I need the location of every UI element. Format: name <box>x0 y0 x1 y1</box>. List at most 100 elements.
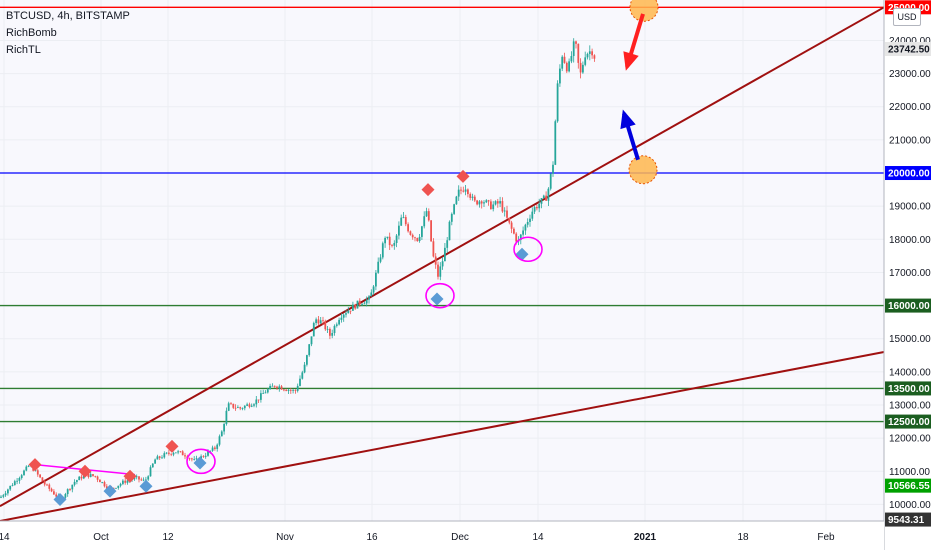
price-label: 16000.00 <box>888 301 930 312</box>
price-label: 12500.00 <box>888 417 930 428</box>
candle-body <box>457 189 460 197</box>
candle-body <box>99 479 101 483</box>
candle-body <box>312 323 315 337</box>
candle-body <box>358 300 361 305</box>
candle-body <box>423 216 426 227</box>
candle-body <box>400 217 403 226</box>
candle-body <box>444 247 446 262</box>
candle-body <box>563 56 566 63</box>
candle-body <box>591 51 593 56</box>
candle-body <box>464 189 467 192</box>
candle-body <box>377 261 380 273</box>
candle-body <box>329 328 331 336</box>
candle-body <box>381 243 384 258</box>
candle-body <box>347 310 350 314</box>
candle-body <box>310 336 313 345</box>
trend-line <box>0 6 885 507</box>
candle-body <box>453 204 455 214</box>
candle-body <box>492 204 495 210</box>
candle-body <box>76 480 78 482</box>
candle-body <box>407 224 409 232</box>
highlight-circle <box>513 236 543 263</box>
y-tick-label: 10000.00 <box>889 500 931 511</box>
candle-body <box>27 465 30 467</box>
candle-body <box>92 474 94 476</box>
price-label-box <box>885 381 931 396</box>
candle-body <box>577 43 580 63</box>
candle-body <box>149 467 152 477</box>
candle-body <box>278 386 281 389</box>
signal-diamond <box>53 492 67 506</box>
candle-body <box>572 41 575 57</box>
candle-body <box>280 386 283 390</box>
signal-diamond <box>139 479 153 493</box>
candle-body <box>287 390 290 391</box>
x-tick-label: 14 <box>0 532 10 543</box>
candle-body <box>246 404 248 406</box>
candle-body <box>372 286 375 293</box>
indicator-richtl[interactable]: RichTL <box>6 44 41 56</box>
price-label: 23742.50 <box>888 44 930 55</box>
candle-body <box>467 189 469 195</box>
candle-body <box>593 55 596 59</box>
candle-body <box>273 385 276 387</box>
grid <box>0 0 884 521</box>
candle-body <box>345 313 347 315</box>
x-tick-label: Oct <box>93 532 109 543</box>
candle-body <box>142 479 145 481</box>
candle-body <box>204 455 207 457</box>
signal-diamond <box>430 292 444 306</box>
candle-body <box>533 207 536 212</box>
chart-legend: BTCUSD, 4h, BITSTAMP RichBomb RichTL <box>6 8 130 59</box>
indicator-richbomb[interactable]: RichBomb <box>6 27 57 39</box>
candle-body <box>7 489 9 494</box>
horizontal-levels <box>0 6 884 423</box>
candle-body <box>69 489 71 490</box>
candle-body <box>181 451 184 456</box>
x-tick-label: 16 <box>366 532 378 543</box>
candle-body <box>478 201 481 205</box>
candle-body <box>363 303 366 305</box>
candle-body <box>503 210 506 212</box>
candle-body <box>529 218 531 222</box>
candle-body <box>269 385 271 390</box>
time-axis[interactable]: 14 Oct 12 Nov 16 Dec 14 2021 18 Feb <box>0 520 884 550</box>
symbol-title[interactable]: BTCUSD, 4h, BITSTAMP <box>6 10 130 22</box>
candle-body <box>370 292 373 297</box>
currency-badge[interactable]: USD <box>893 8 921 26</box>
candle-body <box>46 484 48 486</box>
candle-body <box>421 226 423 237</box>
candle-body <box>103 482 106 487</box>
candle-body <box>331 333 334 336</box>
candle-body <box>375 272 377 287</box>
candle-body <box>140 479 143 481</box>
candle-body <box>202 456 205 458</box>
arrow-head <box>623 51 639 71</box>
y-tick-label: 21000.00 <box>889 135 931 146</box>
candle-body <box>276 386 278 389</box>
price-label-box <box>885 166 931 181</box>
candle-body <box>13 481 16 486</box>
candle-body <box>508 217 511 223</box>
candle-body <box>446 240 449 248</box>
candle-body <box>388 236 391 246</box>
price-series <box>0 38 596 500</box>
trend-line <box>0 350 885 522</box>
price-axis[interactable]: 10000.00 11000.00 12000.00 13000.00 14000.00… <box>883 0 932 550</box>
candle-body <box>53 491 55 495</box>
highlight-circle <box>186 448 216 475</box>
candle-body <box>138 476 140 480</box>
signal-diamond <box>123 469 137 483</box>
candle-body <box>207 451 209 456</box>
candle-body <box>243 405 246 409</box>
x-tick-label: Nov <box>276 532 294 543</box>
candle-body <box>575 41 577 44</box>
candle-body <box>356 300 359 309</box>
candle-body <box>430 220 432 242</box>
candle-body <box>361 304 363 305</box>
x-tick-label: 14 <box>532 532 544 543</box>
y-tick-label: 14000.00 <box>889 367 931 378</box>
signal-diamond <box>103 484 117 498</box>
candle-body <box>480 201 483 204</box>
